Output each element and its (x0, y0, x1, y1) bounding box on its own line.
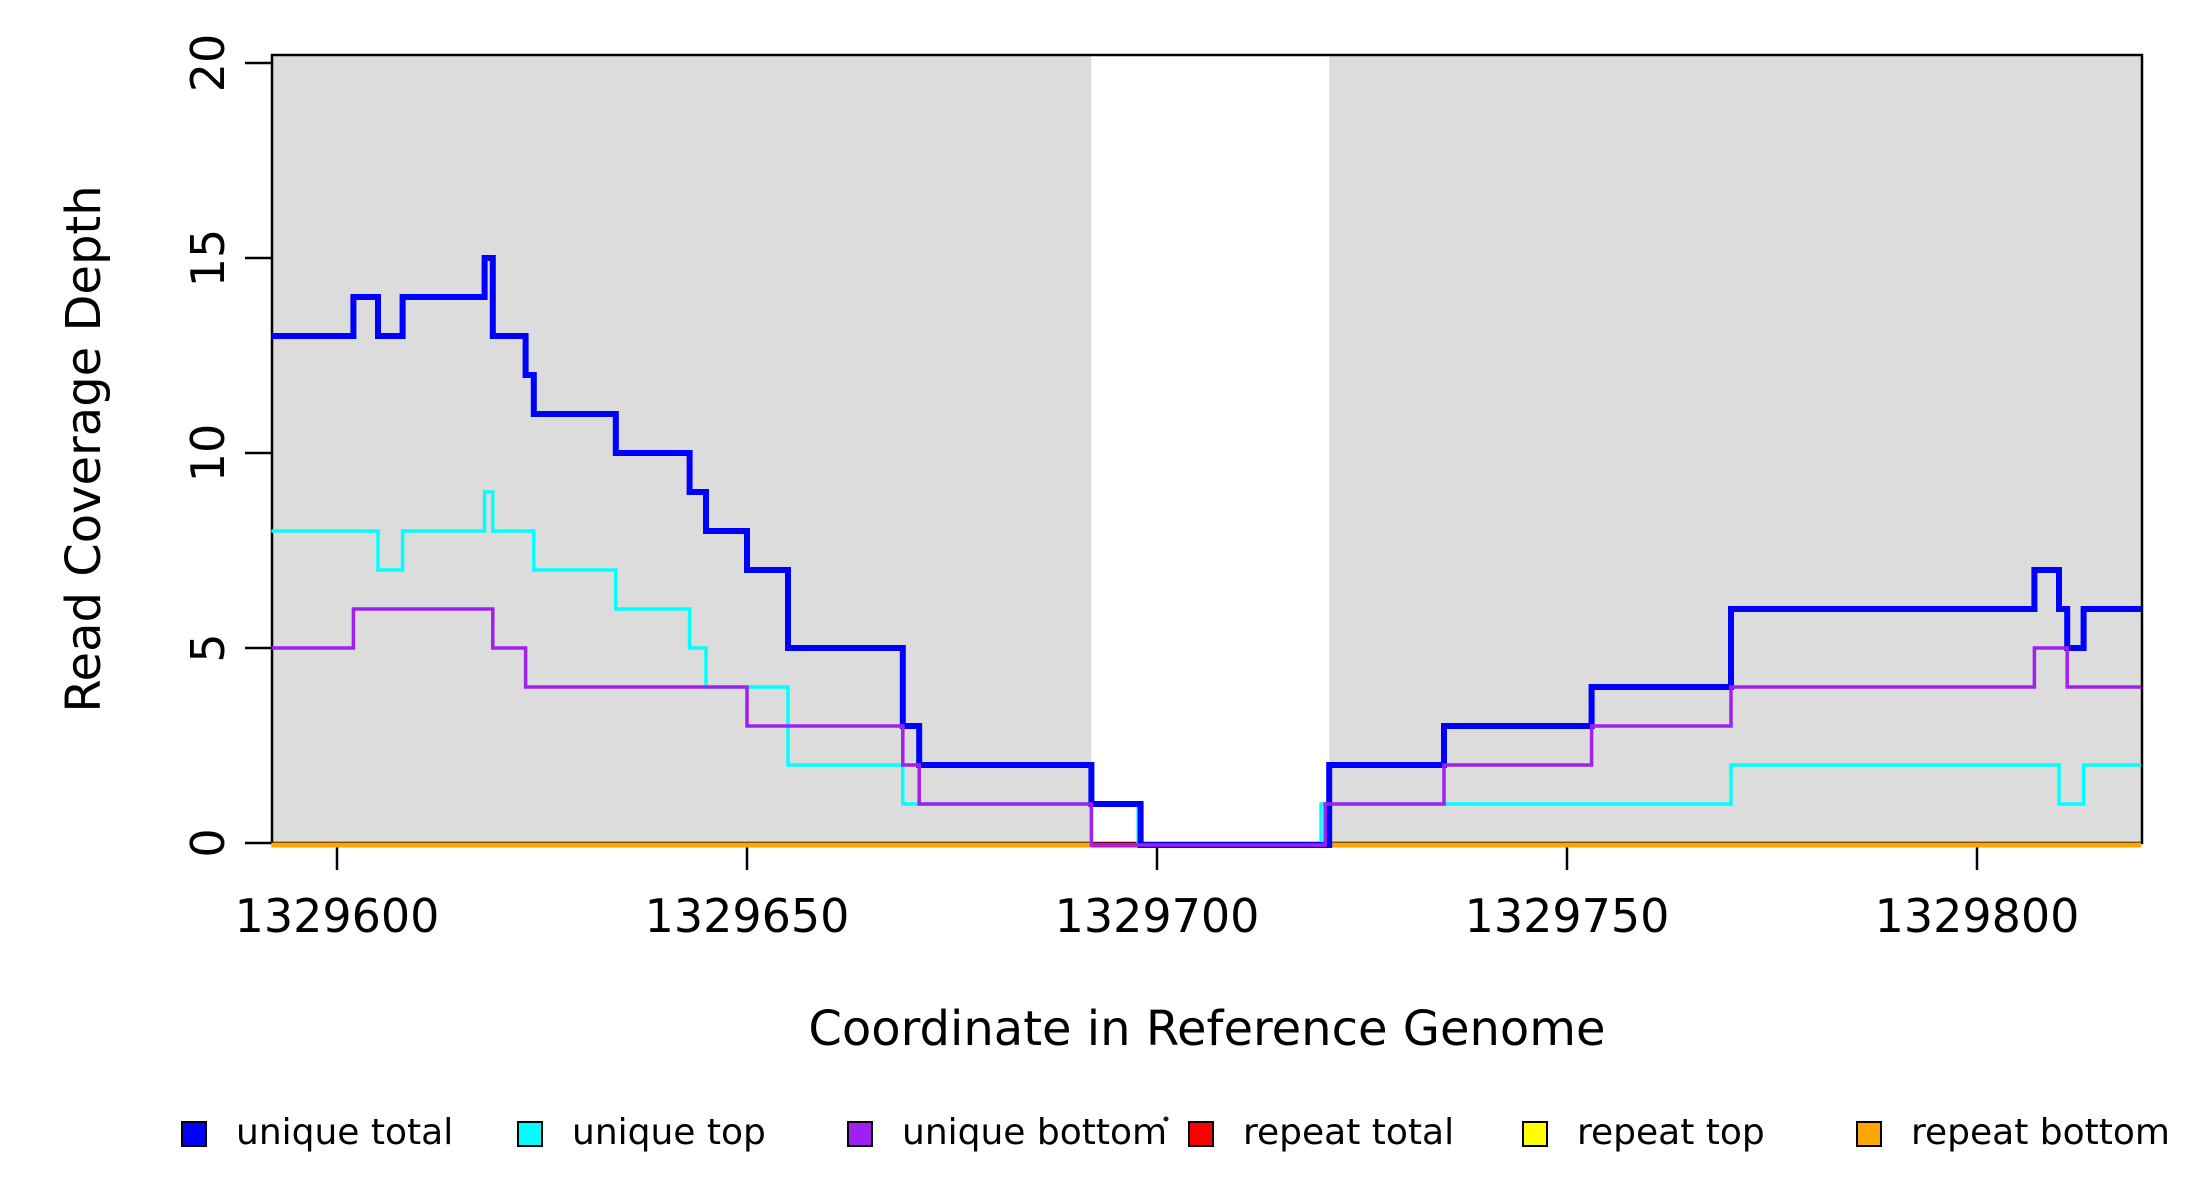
legend-item-unique-total: unique total (181, 1112, 453, 1153)
x-tick-label: 1329800 (1875, 889, 2080, 943)
x-tick-label: 1329650 (645, 889, 850, 943)
y-tick-label: 0 (181, 828, 235, 857)
legend: unique total unique top unique bottom repea… (181, 1112, 2170, 1153)
legend-item-repeat-bottom: repeat bottom (1856, 1112, 2170, 1153)
legend-item-label: unique total (236, 1112, 453, 1153)
legend-swatch (1188, 1121, 1214, 1147)
series-unique-total (271, 255, 2141, 848)
shaded-region (271, 55, 1092, 843)
legend-item-label: repeat total (1243, 1112, 1454, 1153)
legend-swatch (517, 1121, 543, 1147)
legend-swatch (847, 1121, 873, 1147)
y-tick-label: 20 (181, 34, 235, 93)
x-tick-label: 1329750 (1465, 889, 1670, 943)
legend-item-unique-bottom: unique bottom (847, 1112, 1167, 1153)
x-tick-label: 1329700 (1055, 889, 1260, 943)
y-axis-title: Read Coverage Depth (56, 185, 112, 712)
shaded-regions-layer (271, 55, 2141, 843)
stray-dot-artifact (1163, 1116, 1169, 1122)
y-tick-label: 10 (181, 424, 235, 483)
legend-swatch (181, 1121, 207, 1147)
shaded-region (1329, 55, 2141, 843)
y-tick-label: 5 (181, 633, 235, 662)
legend-item-label: repeat bottom (1911, 1112, 2170, 1153)
legend-item-repeat-total: repeat total (1188, 1112, 1454, 1153)
legend-swatch (1856, 1121, 1882, 1147)
legend-swatch (1522, 1121, 1548, 1147)
legend-item-unique-top: unique top (517, 1112, 766, 1153)
series-lines-layer (271, 255, 2141, 848)
legend-item-label: unique bottom (902, 1112, 1167, 1153)
legend-item-label: repeat top (1577, 1112, 1765, 1153)
axis-ticks-layer: 0 5 10 15 20 1329600 1329650 1329700 1329750 1329… (181, 34, 2079, 943)
legend-item-label: unique top (572, 1112, 766, 1153)
x-tick-label: 1329600 (235, 889, 440, 943)
y-tick-label: 15 (181, 229, 235, 288)
series-unique-top (271, 490, 2141, 847)
legend-item-repeat-top: repeat top (1522, 1112, 1765, 1153)
x-axis-title: Coordinate in Reference Genome (808, 1001, 1605, 1057)
series-unique-bottom (271, 607, 2141, 847)
